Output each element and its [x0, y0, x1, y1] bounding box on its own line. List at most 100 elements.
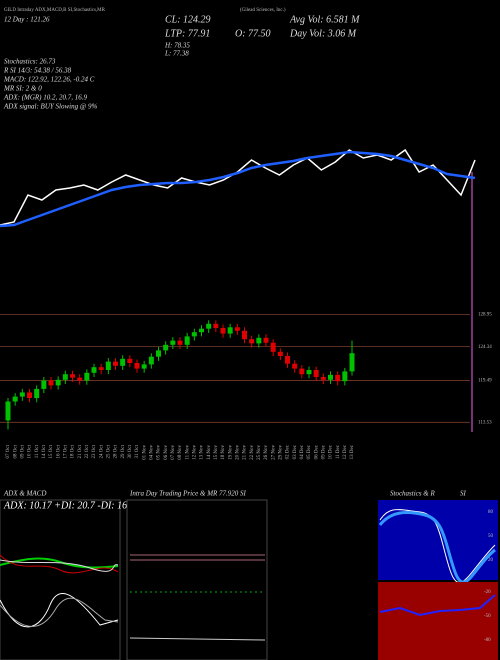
header-text: O: 77.50 [235, 28, 271, 39]
header-text: L: 77.38 [164, 50, 189, 58]
x-tick-label: 29 Oct [121, 444, 126, 458]
x-tick-label: 01 Nov [142, 445, 147, 460]
candle-body [177, 340, 183, 345]
x-tick-label: 10 Dec [329, 444, 334, 459]
x-tick-label: 22 Nov [250, 445, 255, 460]
header-text: (Gilead Sciences, Inc.) [240, 8, 286, 13]
candle-body [242, 330, 247, 340]
x-tick-label: 09 Dec [321, 444, 326, 459]
x-tick-label: 27 Nov [271, 445, 276, 460]
header-text: R SI 14/3: 54.38 / 56.38 [3, 67, 72, 75]
x-tick-label: 25 Oct [106, 444, 111, 458]
x-tick-label: 28 Oct [114, 444, 119, 458]
x-tick-label: 02 Dec [286, 444, 291, 459]
candle-body [12, 396, 18, 402]
panel-title: SI [460, 490, 467, 498]
y-tick-label: 113.53 [478, 420, 492, 425]
header-text: GILD Intraday ADX,MACD,B SI,Stochastics,… [4, 8, 106, 13]
intraday-panel [126, 499, 268, 660]
y-tick-label: -80 [484, 638, 491, 643]
di-line [0, 554, 119, 574]
x-tick-label: 31 Oct [135, 444, 140, 458]
candle-body [19, 392, 25, 397]
x-tick-label: 18 Oct [71, 444, 76, 458]
x-tick-label: 13 Dec [350, 444, 355, 459]
header-text: 12 Day : 121.26 [4, 16, 50, 24]
candle-body [5, 401, 11, 421]
y-tick-label: 128.95 [478, 312, 492, 317]
candle-body [105, 361, 111, 370]
candle-body [127, 358, 133, 363]
header-text: H: 78.35 [164, 42, 190, 50]
candle-body [335, 374, 341, 382]
x-tick-label: 26 Nov [264, 445, 269, 460]
x-tick-label: 13 Nov [200, 445, 205, 460]
x-tick-label: 19 Nov [228, 445, 233, 460]
candle-body [191, 332, 197, 337]
candle-body [91, 367, 97, 373]
candle-body [120, 358, 126, 366]
x-tick-label: 23 Oct [92, 444, 97, 458]
x-tick-label: 11 Dec [336, 444, 341, 459]
candle-body [34, 388, 40, 398]
y-tick-label: 124.34 [478, 345, 492, 350]
candle-body [306, 370, 312, 375]
x-tick-label: 09 Oct [20, 444, 25, 458]
x-tick-label: 11 Oct [35, 444, 40, 458]
candle-body [48, 380, 54, 386]
candle-body [342, 371, 348, 382]
x-tick-label: 04 Dec [300, 444, 305, 459]
x-tick-label: 15 Nov [214, 445, 219, 460]
candle-body [134, 363, 140, 369]
x-tick-label: 11 Nov [185, 445, 190, 460]
candle-body [349, 353, 355, 372]
candle-body [320, 377, 326, 380]
candle-body [163, 344, 169, 351]
stoch-signal [378, 511, 496, 584]
x-tick-label: 14 Oct [42, 444, 47, 458]
header-text: ADX: (MGR) 10.2, 20.7, 16.9 [3, 94, 88, 102]
x-tick-label: 04 Nov [149, 445, 154, 460]
candle-body [148, 356, 154, 365]
x-tick-label: 17 Oct [63, 444, 68, 458]
candle-body [277, 351, 283, 356]
candle-body [113, 361, 118, 366]
candle-body [84, 372, 90, 381]
x-tick-label: 12 Dec [343, 444, 348, 459]
header-text: MR SI: 2 & 0 [3, 85, 42, 93]
x-tick-label: 14 Nov [207, 445, 212, 460]
series-line [0, 150, 476, 228]
x-tick-label: 18 Nov [221, 445, 226, 460]
x-tick-label: 30 Oct [128, 444, 133, 458]
x-tick-label: 07 Oct [6, 444, 11, 458]
adx-line [0, 557, 119, 569]
x-tick-label: 21 Oct [78, 444, 83, 458]
x-tick-label: 08 Nov [178, 445, 183, 460]
candle-body [27, 392, 32, 398]
x-tick-label: 21 Nov [243, 445, 248, 460]
panel-title: Intra Day Trading Price & MR 77.920 SI [129, 490, 247, 498]
macd-line [0, 593, 119, 628]
candle-body [156, 350, 161, 357]
x-tick-label: 06 Dec [314, 444, 319, 459]
candle-body [292, 363, 298, 369]
candle-body [184, 336, 190, 345]
stoch-line [379, 509, 496, 584]
di-line [0, 559, 119, 572]
candle-body [41, 380, 47, 389]
y-tick-label: -20 [484, 590, 491, 595]
candle-body [206, 323, 212, 329]
r-panel [378, 582, 498, 660]
x-tick-label: 22 Oct [85, 444, 90, 458]
candle-body [199, 328, 204, 333]
x-tick-label: 29 Nov [278, 445, 283, 460]
candle-body [285, 356, 290, 364]
header-text: Day Vol: 3.06 M [289, 28, 357, 39]
candle-body [220, 328, 226, 334]
candle-body [55, 379, 61, 386]
candle-body [328, 374, 333, 380]
candle-body [77, 377, 83, 381]
header-text: Avg Vol: 6.581 M [289, 14, 360, 25]
x-tick-label: 15 Oct [49, 444, 54, 458]
y-tick-label: 80 [488, 510, 494, 515]
